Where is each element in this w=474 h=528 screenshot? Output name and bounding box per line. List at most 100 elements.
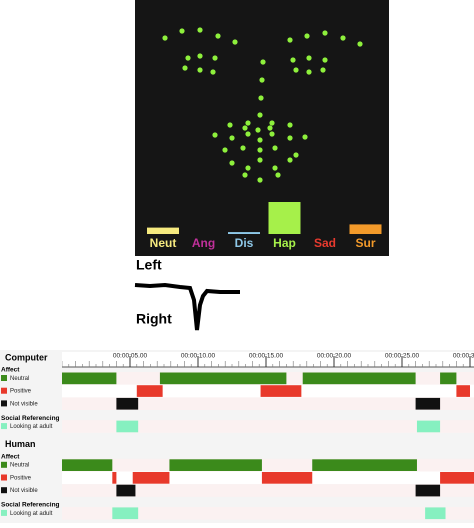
segment — [312, 459, 417, 471]
landmark — [210, 69, 216, 75]
tick-label: 00:00:10.00 — [181, 353, 216, 360]
row-bg — [62, 420, 474, 433]
landmark — [302, 134, 308, 140]
landmark — [197, 67, 203, 73]
landmark — [242, 172, 248, 178]
emotion-label: Sad — [314, 236, 336, 250]
landmark — [340, 35, 346, 41]
landmark — [272, 145, 278, 151]
group-title: Affect — [1, 367, 20, 374]
segment — [456, 385, 470, 397]
row-label: Looking at adult — [10, 511, 53, 517]
segment — [62, 459, 113, 471]
segment — [261, 472, 313, 484]
emotion-label: Dis — [235, 236, 254, 250]
landmark — [269, 131, 275, 137]
landmark — [293, 67, 299, 73]
group-title: Affect — [1, 454, 20, 461]
landmark — [357, 41, 363, 47]
row-label: Positive — [10, 475, 32, 481]
landmark — [287, 37, 293, 43]
row-bg — [62, 506, 474, 520]
landmark — [306, 69, 312, 75]
landmark — [322, 30, 328, 36]
landmark — [212, 132, 218, 138]
left-label: Left — [136, 257, 162, 273]
landmark — [197, 53, 203, 59]
row-swatch — [1, 474, 7, 481]
row-label: Not visible — [10, 488, 38, 494]
landmark — [245, 120, 251, 126]
ruler: 00:00:05.00 00:00:10.00 00:00:15.00 00:00:2… — [62, 352, 474, 368]
row-swatch — [1, 387, 7, 394]
landmark — [229, 160, 235, 166]
right-label: Right — [136, 311, 172, 327]
segment — [260, 385, 302, 397]
segment — [136, 385, 163, 397]
landmark — [257, 147, 263, 153]
tick-label: 00:00:05.00 — [113, 353, 148, 360]
row-swatch — [1, 487, 7, 494]
segment — [132, 472, 170, 484]
landmark — [269, 120, 275, 126]
landmark — [290, 57, 296, 63]
landmark — [182, 65, 188, 71]
emotion-bar — [349, 224, 382, 234]
tick-label: 00:00:30.00 — [453, 353, 474, 360]
panel-title: Computer — [5, 352, 48, 362]
row-bg — [62, 397, 474, 411]
emotion-label: Ang — [192, 236, 215, 250]
segment — [62, 372, 117, 385]
tick-label: 00:00:15.00 — [249, 353, 284, 360]
landmark — [245, 165, 251, 171]
landmark — [162, 35, 168, 41]
landmark — [245, 131, 251, 137]
row-label: Neutral — [10, 463, 29, 469]
row-swatch — [1, 509, 7, 516]
segment — [116, 420, 139, 433]
segment — [416, 420, 441, 433]
landmark — [185, 55, 191, 61]
emotion-bar — [268, 202, 301, 234]
landmark — [304, 33, 310, 39]
segment — [116, 397, 139, 410]
landmark — [287, 135, 293, 141]
landmark — [212, 55, 218, 61]
landmark — [257, 177, 263, 183]
landmark — [259, 77, 265, 83]
tick-label: 00:00:25.00 — [385, 353, 420, 360]
row-label: Neutral — [10, 376, 29, 382]
row-swatch — [1, 375, 7, 381]
segment — [112, 507, 139, 520]
landmark — [275, 172, 281, 178]
segment — [159, 372, 287, 385]
group-title: Social Referencing — [1, 415, 60, 422]
emotion-label: Neut — [150, 236, 177, 250]
segment — [425, 507, 446, 520]
emotion-bar — [228, 232, 260, 234]
landmark — [215, 33, 221, 39]
landmark — [242, 125, 248, 131]
segment — [112, 472, 117, 484]
segment — [440, 372, 457, 385]
group-title: Social Referencing — [1, 502, 60, 509]
landmark — [257, 137, 263, 143]
landmark — [322, 57, 328, 63]
face-panel — [135, 0, 389, 256]
landmark — [222, 147, 228, 153]
landmark — [197, 27, 203, 33]
face-landmarks — [162, 27, 363, 183]
landmark — [306, 55, 312, 61]
emotion-label: Sur — [355, 236, 375, 250]
landmark — [229, 135, 235, 141]
landmark — [257, 112, 263, 118]
landmark — [257, 157, 263, 163]
row-swatch — [1, 461, 7, 468]
segment — [415, 484, 441, 497]
landmark — [287, 122, 293, 128]
segment — [116, 484, 136, 497]
segment — [169, 459, 262, 471]
row-label: Looking at adult — [10, 424, 53, 430]
panel-title: Human — [5, 439, 36, 449]
